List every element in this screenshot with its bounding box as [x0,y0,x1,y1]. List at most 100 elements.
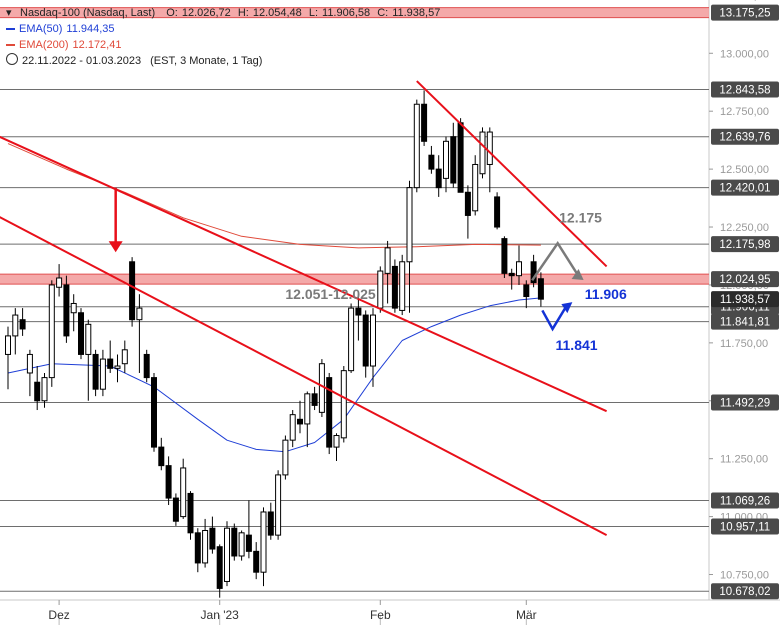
candle-body [370,314,376,367]
candle-body [136,307,143,321]
ema50-line-group [7,297,541,453]
candle-body [428,154,435,170]
gray-arrow-path [531,240,578,282]
candle-body [362,314,369,367]
candle-body [194,532,201,564]
candle-body [224,527,230,582]
candle-body [311,393,318,406]
legend-period-row: 22.11.2022 - 01.03.2023 (EST, 3 Monate, … [6,53,266,69]
candle-body [318,363,325,413]
level-tag-label: 12.024,95 [719,274,770,286]
candle-body [26,353,33,374]
candle-body [56,277,63,288]
time-axis: Dez Jan '23 Feb Mär [48,600,537,625]
candle-body [289,414,296,441]
candle-body [516,261,522,277]
y-tick-label: 12.250,00 [720,222,769,234]
level-tag [711,4,779,21]
close-value: 11.938,57 [392,7,441,19]
candle-body [180,467,187,518]
legend-instrument-row: ▾ Nasdaq-100 (Nasdaq, Last) O: 12.026,72 H… [6,5,444,21]
candle-body [435,168,442,189]
candle-body [151,377,157,448]
x-tick-label: Mär [516,608,537,622]
candle-body [304,393,311,425]
candle-body [216,546,223,589]
ema50-label: EMA(50) [19,23,63,35]
candle-body [48,284,55,379]
low-key: L: [308,7,319,19]
candle-body [253,550,260,573]
candle-body [70,302,77,314]
level-tag-label: 12.175,98 [719,239,770,251]
candle-body [99,358,106,390]
level-tag-label: 10.678,02 [719,586,770,598]
candle-body [530,261,537,284]
ema200-value: 12.172,41 [72,39,122,51]
candle-body [508,272,515,277]
period-range: 22.11.2022 - 01.03.2023 [22,55,142,67]
y-tick-label: 12.750,00 [720,106,769,118]
level-tag-label: 12.420,01 [719,183,770,195]
annotation-label: 12.051-12.025 [285,286,376,302]
candle-body [34,381,41,402]
level-tag [711,394,779,411]
candle-body [158,446,165,467]
y-tick-label: 13.000,00 [720,48,769,60]
candle-body [450,136,457,184]
level-tag [711,313,779,330]
annotation-label: 11.906 [585,286,627,302]
level-tag-label: 10.957,11 [720,522,770,534]
trendlines [0,80,608,537]
y-tick-label: 12.500,00 [720,164,769,176]
candle-body [340,370,347,439]
grid [0,0,780,601]
ema50-line [7,297,541,453]
candle-body [231,527,238,557]
candle-body [202,530,209,564]
low-value: 11.906,58 [322,7,371,19]
collapse-chevron-icon[interactable]: ▾ [6,7,12,19]
candle-body [523,284,530,298]
candle-body [238,532,245,557]
level-tag [711,128,779,145]
candle-body [479,131,486,175]
gray-arrow-head [571,268,584,280]
trendline [0,135,608,413]
x-tick-label: Feb [370,608,391,622]
red-down-arrow-head [108,241,123,253]
candle-body [355,307,362,316]
legend-ema50-row: EMA(50) 11.944,35 [6,21,119,37]
open-value: 12.026,72 [181,7,231,19]
ema50-value: 11.944,35 [66,23,115,35]
candle-body [377,270,384,309]
period-note: (EST, 3 Monate, 1 Tag) [150,55,263,67]
candle-body [78,312,84,355]
candle-body [19,319,26,330]
trendline [0,216,608,537]
candle-body [494,196,501,228]
candle-body [275,474,282,536]
candle-body [245,534,252,552]
y-tick-label: 11.250,00 [720,454,768,466]
high-value: 12.054,48 [252,7,302,19]
price-zone-band [0,274,709,285]
level-tag-label: 13.175,25 [719,8,770,20]
last-price-label: 11.938,57 [720,294,770,306]
level-tag-label: 12.639,76 [719,132,770,144]
y-tick-label: 10.750,00 [720,570,769,582]
candle-body [406,187,413,263]
candle-body [114,365,121,369]
candle-body [165,465,172,499]
level-tag [711,179,779,196]
candlesticks [5,90,544,598]
candle-body [537,278,544,300]
ema200-label: EMA(200) [19,39,69,51]
close-key: C: [377,7,389,19]
level-tag [711,492,779,509]
candle-body [333,435,340,448]
instrument-name: Nasdaq-100 (Nasdaq, Last) [20,7,156,19]
candle-body [41,377,48,402]
blue-arrow-head [561,302,573,314]
